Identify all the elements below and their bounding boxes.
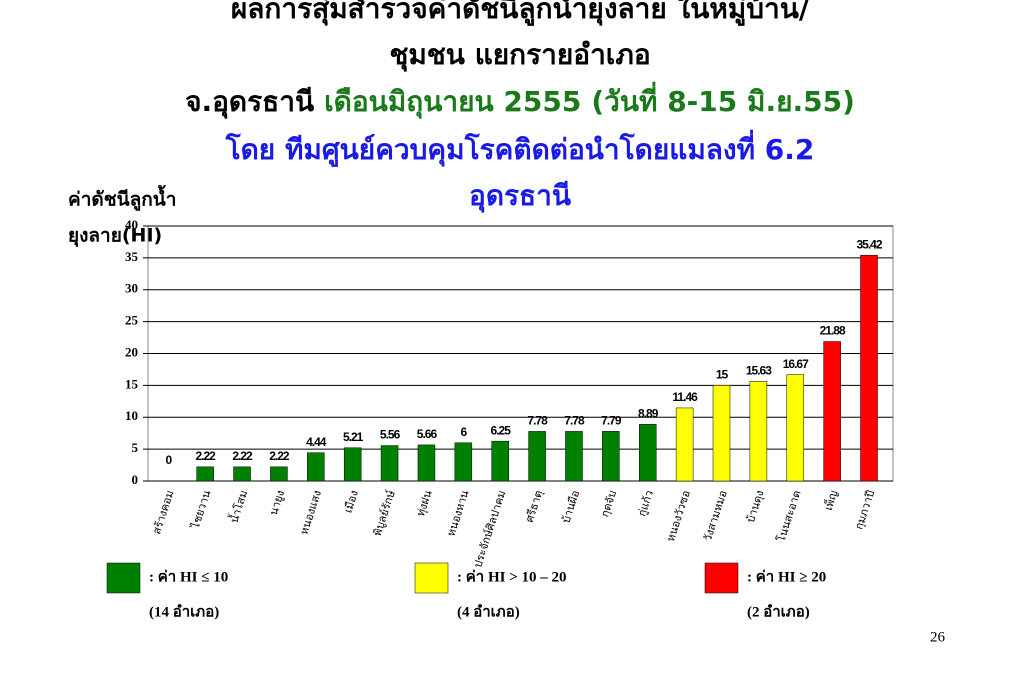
bar [380,445,399,482]
bar [233,466,251,482]
data-label: 7.78 [564,414,585,428]
y-tick-label: 20 [125,344,138,359]
x-tick-label: นายูง [268,489,287,517]
bar [196,466,214,482]
data-label: 7.78 [527,414,548,428]
bar [712,385,731,482]
data-label: 4.44 [306,435,327,449]
bar [749,381,768,482]
x-tick-label: วังสามหมอ [702,489,730,543]
page-number: 26 [930,629,946,645]
data-label: 8.89 [638,406,659,420]
x-tick-label: หนองหาน [445,489,471,539]
byline: โดย ทีมศูนย์ควบคุมโรคติดต่อนำโดยแมลงที่ … [225,129,815,167]
bar [823,341,841,482]
y-tick-label: 25 [125,313,139,328]
x-tick-label: หนองแสง [298,489,324,536]
legend-note: (2 อำเภอ) [747,603,810,620]
y-tick-label: 10 [125,408,138,423]
bar [528,431,546,482]
subtitle: จ.อุดรธานี เดือนมิถุนายน 2555 (วันที่ 8-15… [185,81,855,119]
legend-label: : ค่า HI > 10 – 20 [457,568,567,585]
x-tick-label: พิบูลย์รักษ์ [371,488,398,537]
bar [343,447,362,482]
bar [602,431,620,482]
bar [675,407,694,482]
legend-swatch [414,562,449,594]
x-tick-label: หนองวัวซอ [665,489,693,543]
y-axis-label: ค่าดัชนีลูกน้ำ [68,185,176,212]
x-tick-label: เมือง [341,489,360,515]
data-label: 15.63 [746,364,772,378]
x-tick-label: เพ็ญ [821,488,841,512]
bar [860,254,878,482]
data-label: 2.22 [195,449,216,463]
data-label: 11.46 [672,390,698,404]
bar [307,452,325,482]
x-tick-label: ทุ่งฝน [415,489,435,518]
x-tick-label: บ้านดุง [745,489,767,524]
data-label: 7.79 [601,414,622,428]
data-label: 15 [716,368,729,382]
data-label: 5.66 [417,427,438,441]
x-tick-label: โนนสะอาด [774,488,804,543]
title-line: ผลการสุ่มสำรวจค่าดัชนีลูกน้ำยุงลาย ในหมู… [231,0,810,26]
subtitle-part: เดือนมิถุนายน 2555 [324,85,581,119]
bar [565,431,583,482]
y-tick-label: 40 [125,217,138,232]
legend-swatch [704,562,739,594]
x-tick-label: ศรีธาตุ [523,489,546,524]
x-tick-label: สร้างคอม [151,489,176,536]
data-label: 16.67 [783,357,809,371]
legend-label: : ค่า HI ≤ 10 [149,568,228,585]
data-label: 0 [165,453,172,467]
data-label: 6 [460,425,467,439]
y-tick-label: 15 [125,376,139,391]
x-tick-label: กุมภวาปี [852,489,877,532]
legend-swatch [106,562,141,594]
x-tick-label: ประจักษ์ศิลปาคม [471,489,508,570]
y-tick-label: 0 [132,472,139,487]
x-tick-label: บ้านผือ [559,489,582,525]
y-tick-label: 30 [125,281,138,296]
legend-label: : ค่า HI ≥ 20 [747,568,826,585]
subtitle-part: (วันที่ 8-15 มิ.ย.55) [591,81,855,118]
y-tick-label: 5 [132,440,139,455]
data-label: 2.22 [269,449,290,463]
data-label: 2.22 [232,449,253,463]
legend-note: (4 อำเภอ) [457,603,520,620]
data-label: 5.56 [380,428,401,442]
data-label: 5.21 [343,430,364,444]
subtitle-part: จ.อุดรธานี [185,85,314,119]
x-tick-label: กู่แก้ว [636,489,656,518]
bar [417,444,436,482]
x-tick-label: กุดจับ [599,489,619,519]
bar [270,466,288,482]
bar [786,374,805,482]
x-tick-label: ไชยวาน [189,488,214,531]
bar [454,442,473,482]
legend-note: (14 อำเภอ) [149,603,219,620]
data-label: 6.25 [491,423,512,437]
bar [491,440,509,482]
x-tick-label: น้ำโสม [226,488,251,525]
bar [638,424,657,482]
y-tick-label: 35 [125,249,139,264]
data-label: 21.88 [820,324,846,338]
byline: อุดรธานี [469,179,571,213]
title-line: ชุมชน แยกรายอำเภอ [389,38,650,72]
y-axis-label: ยุงลาย(HI) [68,225,162,248]
data-label: 35.42 [857,237,883,251]
